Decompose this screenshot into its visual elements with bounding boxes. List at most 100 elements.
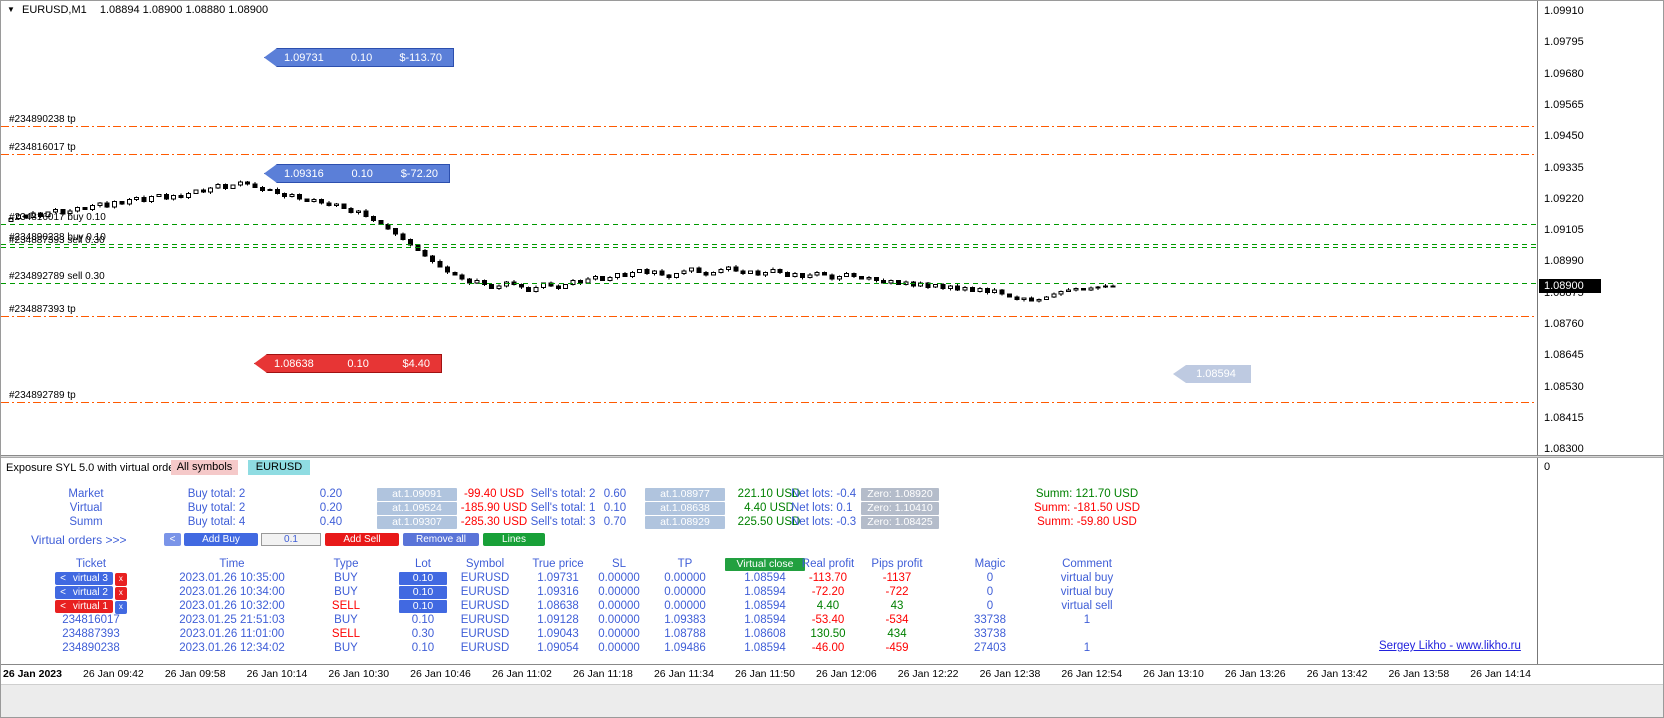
subwindow-axis-zero-label: 0 [1544,461,1551,473]
order-tag-profit: $-72.20 [400,167,438,180]
order-cell-time: 2023.01.26 10:32:00 [179,600,285,612]
orders-header-ticket: Ticket [75,558,107,570]
order-cell-ticket: < virtual 2 x [31,586,151,600]
level-line-234887393-sell[interactable] [1,246,1537,248]
order-row-virtual-3: < virtual 3 x 2023.01.26 10:35:00 BUY 0.10 EUR… [1,572,1537,586]
summary-name: Summ [69,516,103,528]
order-cell-tp: 0.00000 [664,600,706,612]
summary-sell_at: at.1.08929 [645,516,725,529]
order-tag-virtual-3[interactable]: 1.09731 0.10 $-113.70 [264,48,454,67]
time-axis-label: 26 Jan 12:54 [1061,668,1123,680]
lot-size-input[interactable] [261,533,321,546]
summary-sell_lots: 0.60 [603,488,627,500]
orders-header-tp: TP [677,558,693,570]
order-cell-ticket: 234816017 [62,614,120,626]
symbol-dropdown-icon[interactable]: ▼ [7,5,15,14]
order-cell-lot: 0.30 [411,628,435,640]
summary-row-summ: Summ Buy total: 4 0.40 at.1.09307 -285.30 US… [1,516,1537,530]
summary-name: Virtual [69,502,103,514]
ticket-arrow-icon: < [60,587,66,598]
level-line-234816017-buy[interactable] [1,223,1537,225]
tab-all-symbols[interactable]: All symbols [171,460,238,475]
order-cell-true_price: 1.09731 [537,572,579,584]
orders-header-comment: Comment [1062,558,1112,570]
virtual-ticket-button[interactable]: < virtual 2 [55,586,113,599]
order-cell-symbol: EURUSD [460,600,510,612]
subwindow-separator[interactable] [1,455,1663,458]
add-buy-button[interactable]: Add Buy [184,533,258,546]
order-tag-lot: 0.10 [351,167,373,180]
orders-header-lot: Lot [415,558,431,570]
ticket-close-icon[interactable]: x [114,587,127,600]
price-axis[interactable]: 1.09910 1.09795 1.09680 1.09565 1.09450 1.093… [1537,1,1663,664]
time-axis-label: 26 Jan 10:14 [246,668,308,680]
order-cell-sl: 0.00000 [598,642,640,654]
time-axis[interactable]: 26 Jan 2023 26 Jan 09:42 26 Jan 09:58 26 Ja… [1,664,1663,683]
order-tag-lot: 0.10 [350,51,373,64]
chart-plot-area[interactable]: #234890238 tp #234816017 tp #234816017 buy… [1,1,1537,455]
summary-net_lots: Net lots: -0.3 [791,516,857,528]
order-cell-time: 2023.01.26 10:34:00 [179,586,285,598]
order-cell-sl: 0.00000 [598,586,640,598]
order-cell-real_profit: 130.50 [810,628,846,640]
level-line-234892789-tp[interactable] [1,401,1537,403]
level-label-234816017-buy: #234816017 buy 0.10 [9,211,106,223]
summary-sell_lots: 0.70 [603,516,627,528]
lot-button[interactable]: 0.10 [399,572,447,585]
summary-sell_profit: 221.10 USD [737,488,801,500]
order-tag-profit: $-113.70 [399,51,442,64]
credit-link[interactable]: Sergey Likho - www.likho.ru [1379,640,1521,652]
order-cell-sl: 0.00000 [598,600,640,612]
order-cell-lot: 0.10 [391,600,455,613]
summary-summ: Summ: -181.50 USD [1033,502,1141,514]
bottom-strip [1,684,1663,717]
virtual-close-header-button[interactable]: Virtual close [725,558,805,571]
order-cell-lot: 0.10 [411,614,435,626]
order-tag-virtual-2[interactable]: 1.09316 0.10 $-72.20 [264,164,450,183]
virtual-ticket-button[interactable]: < virtual 3 [55,572,113,585]
time-axis-label: 26 Jan 14:14 [1470,668,1531,680]
ticket-label: virtual 3 [72,573,108,584]
price-axis-label: 1.08300 [1544,443,1584,456]
price-axis-label: 1.09910 [1544,5,1584,17]
virtual-orders-label: Virtual orders >>> [31,533,127,547]
zero-badge: Zero: 1.08920 [861,488,939,501]
ticket-close-icon[interactable]: x [114,573,127,586]
add-sell-button[interactable]: Add Sell [325,533,399,546]
level-label-234890238-tp: #234890238 tp [9,114,76,126]
price-axis-label: 1.09565 [1544,98,1584,111]
orders-header-vclose[interactable]: Virtual close [723,558,807,571]
order-cell-time: 2023.01.26 10:35:00 [179,572,285,584]
order-tag-virtual-1[interactable]: 1.08638 0.10 $4.40 [254,354,442,373]
order-cell-ticket: < virtual 1 x [31,600,151,614]
summary-buy_lots: 0.20 [319,502,343,514]
order-tag-virtual-close-price[interactable]: 1.08594 [1173,365,1251,383]
tab-eurusd[interactable]: EURUSD [248,460,310,475]
collapse-button[interactable]: < [164,533,181,546]
order-cell-vclose: 1.08594 [744,600,786,612]
level-line-234890238-buy[interactable] [1,243,1537,245]
order-tag-price: 1.09316 [284,167,324,180]
lines-button[interactable]: Lines [483,533,545,546]
summary-buy_total: Buy total: 2 [187,488,246,500]
level-line-234890238-tp[interactable] [1,126,1537,128]
level-label-234816017-tp: #234816017 tp [9,142,76,154]
level-lines-layer: #234890238 tp #234816017 tp #234816017 buy… [1,1,1537,455]
virtual-ticket-button[interactable]: < virtual 1 [55,600,113,613]
order-cell-vclose: 1.08594 [744,614,786,626]
level-line-234892789-sell[interactable] [1,282,1537,284]
current-price-box: 1.08900 [1539,278,1601,293]
remove-all-button[interactable]: Remove all [403,533,479,546]
order-cell-tp: 1.09486 [664,642,706,654]
lot-button[interactable]: 0.10 [399,600,447,613]
summary-buy_total: Buy total: 4 [187,516,246,528]
ticket-label: virtual 2 [72,587,108,598]
level-line-234816017-tp[interactable] [1,154,1537,156]
orders-header-row: Ticket Time Type Lot Symbol True price SL TP Vir… [1,558,1537,572]
buy_at-badge: at.1.09307 [377,516,457,529]
lot-button[interactable]: 0.10 [399,586,447,599]
order-cell-true_price: 1.09316 [537,586,579,598]
time-axis-label: 26 Jan 10:46 [410,668,471,680]
ticket-close-icon[interactable]: x [114,601,127,614]
level-line-234887393-tp[interactable] [1,316,1537,318]
